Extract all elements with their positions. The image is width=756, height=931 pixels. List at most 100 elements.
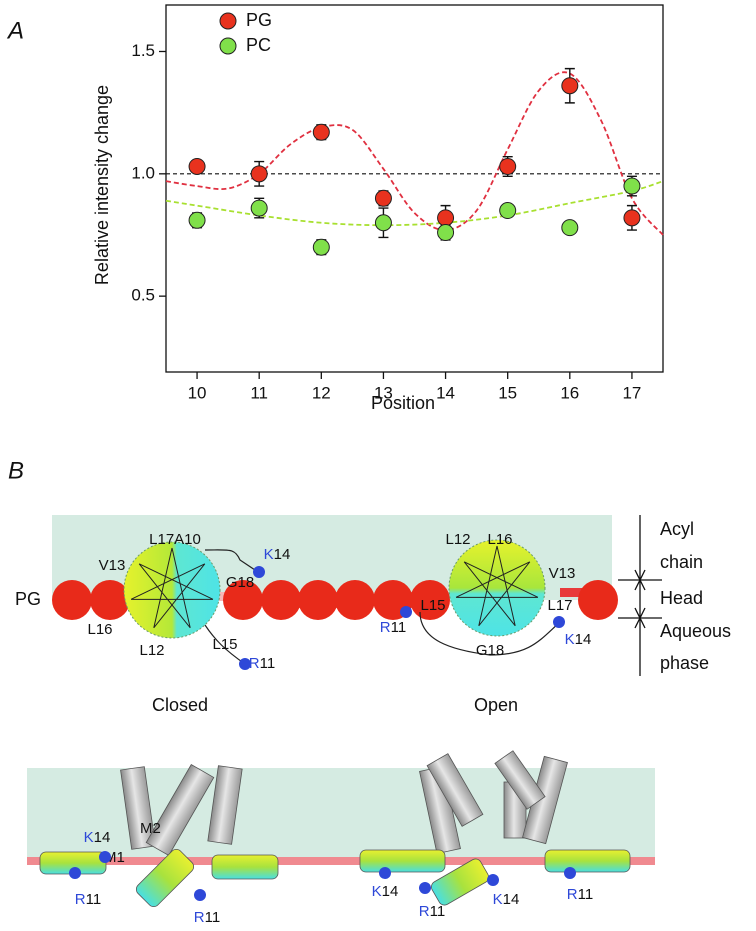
residue-type: R — [194, 909, 205, 926]
scale-arrows — [634, 569, 646, 629]
data-point — [623, 177, 641, 195]
residue-label: R11 — [380, 619, 406, 636]
scale-label: phase — [660, 653, 709, 673]
residue-type: K — [565, 631, 575, 648]
x-tick-label: 17 — [622, 383, 641, 402]
state-label: Open — [474, 695, 518, 715]
residue-label: L12 — [139, 642, 164, 659]
charged-residue — [239, 658, 251, 670]
data-point — [499, 157, 517, 175]
residue-label: K14 — [264, 546, 291, 563]
data-point — [374, 189, 392, 207]
residue-label: R11 — [567, 886, 593, 903]
charged-residue — [69, 867, 81, 879]
residue-label: L15 — [420, 597, 445, 614]
residue-type: K — [372, 883, 382, 900]
data-point — [374, 214, 392, 232]
residue-type: R — [75, 891, 86, 908]
legend-marker — [219, 12, 237, 30]
residue-label: L17 — [547, 597, 572, 614]
data-point — [188, 211, 206, 229]
residue-number: 11 — [578, 886, 594, 903]
scale-label: Acyl — [660, 519, 694, 539]
x-tick-label: 13 — [374, 383, 393, 402]
y-tick-label: 1.0 — [131, 163, 155, 182]
charged-residue — [553, 616, 565, 628]
residue-type: R — [567, 886, 578, 903]
headgroup-band — [560, 588, 590, 597]
x-tick-label: 10 — [188, 383, 207, 402]
charged-residue — [379, 867, 391, 879]
helix-label: M2 — [140, 820, 161, 837]
charged-residue — [253, 566, 265, 578]
residue-number: 11 — [86, 891, 102, 908]
residue-number: 11 — [205, 909, 221, 926]
residue-number: 14 — [94, 829, 111, 846]
fit-curve — [165, 180, 664, 227]
headgroup-band — [27, 857, 655, 865]
residue-label: L16 — [487, 531, 512, 548]
residue-label: L17A10 — [149, 531, 201, 548]
charged-residue — [400, 606, 412, 618]
residue-type: K — [493, 891, 503, 908]
data-point — [312, 123, 330, 141]
legend-marker — [219, 37, 237, 55]
x-tick-label: 15 — [498, 383, 517, 402]
x-tick-label: 12 — [312, 383, 331, 402]
panel-label: A — [6, 17, 24, 44]
data-point — [312, 238, 330, 256]
residue-label: R11 — [75, 891, 101, 908]
x-tick-label: 16 — [560, 383, 579, 402]
residue-number: 14 — [382, 883, 399, 900]
residue-label: R11 — [194, 909, 220, 926]
state-label: Closed — [152, 695, 208, 715]
x-axis-label: Position — [371, 393, 435, 413]
residue-type: R — [380, 619, 391, 636]
x-tick-label: 11 — [250, 383, 268, 402]
residue-type: K — [84, 829, 94, 846]
data-point — [499, 202, 517, 220]
y-tick-label: 0.5 — [131, 286, 155, 305]
residue-label: V13 — [99, 557, 126, 574]
data-point — [437, 224, 455, 242]
data-point — [188, 157, 206, 175]
helical-wheel — [448, 539, 546, 637]
y-tick-label: 1.5 — [131, 41, 155, 60]
data-point — [250, 199, 268, 217]
scale-label: Aqueous — [660, 621, 731, 641]
residue-label: K14 — [565, 631, 592, 648]
data-point — [561, 219, 579, 237]
charged-residue — [419, 882, 431, 894]
charged-residue — [194, 889, 206, 901]
residue-label: K14 — [493, 891, 520, 908]
x-tick-label: 14 — [436, 383, 455, 402]
residue-label: G18 — [226, 574, 254, 591]
residue-label: R11 — [249, 655, 275, 672]
data-point — [561, 77, 579, 95]
channel-diagram — [27, 750, 655, 908]
legend-label: PG — [246, 10, 272, 30]
panel-label: B — [8, 457, 24, 484]
scale-label: chain — [660, 552, 703, 572]
helix-wheel-lines — [455, 545, 539, 627]
residue-label: L15 — [212, 636, 237, 653]
residue-label: K14 — [372, 883, 399, 900]
charged-residue — [99, 851, 111, 863]
helical-wheel — [123, 541, 221, 639]
lipid-label: PG — [15, 589, 41, 609]
residue-label: G18 — [476, 642, 504, 659]
residue-number: 14 — [503, 891, 520, 908]
residue-type: R — [249, 655, 260, 672]
residue-label: K14 — [84, 829, 111, 846]
data-point — [623, 209, 641, 227]
helix-wheel-lines — [130, 547, 214, 629]
charged-residue — [487, 874, 499, 886]
residue-type: K — [264, 546, 274, 563]
y-axis-label: Relative intensity change — [92, 85, 112, 285]
residue-number: 14 — [274, 546, 291, 563]
fit-curve — [165, 71, 664, 236]
residue-number: 11 — [260, 655, 276, 672]
residue-label: L16 — [87, 621, 112, 638]
